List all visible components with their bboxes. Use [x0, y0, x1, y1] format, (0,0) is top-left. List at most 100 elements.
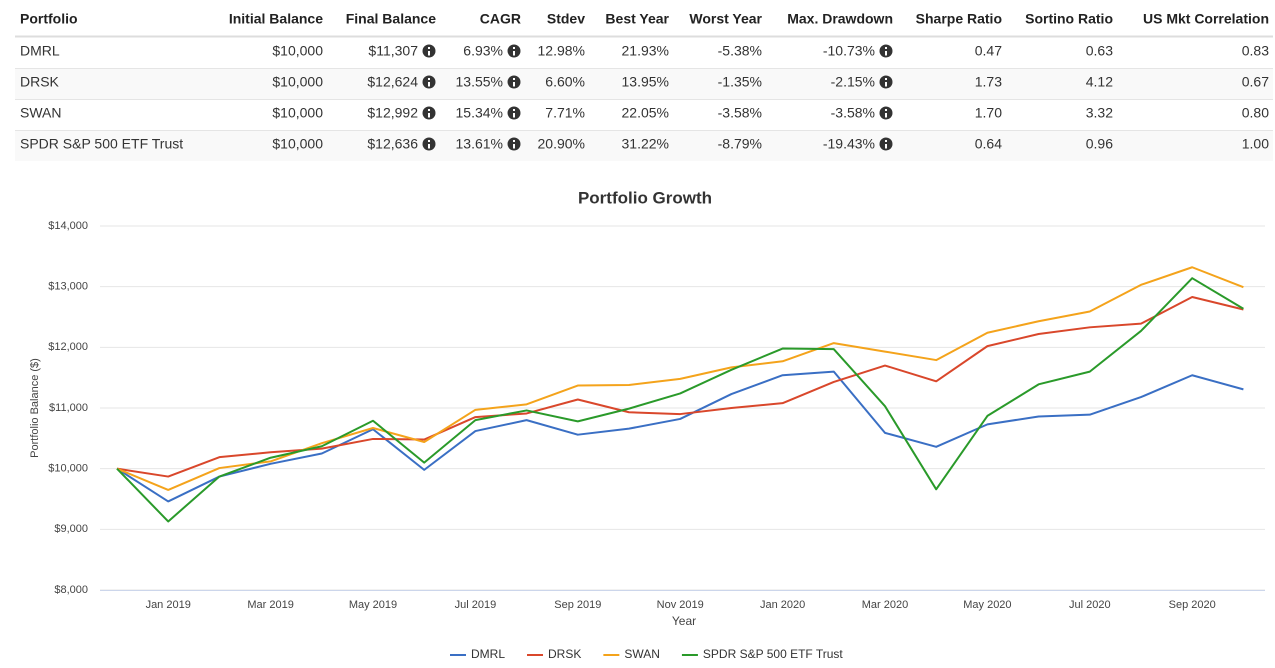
table-cell: $10,000	[272, 43, 323, 59]
table-cell: 6.60%	[545, 74, 585, 90]
table-cell: 0.96	[1086, 136, 1113, 152]
y-tick-label: $14,000	[48, 220, 88, 232]
table-cell: -3.58%	[718, 105, 762, 121]
table-cell: 0.83	[1242, 43, 1269, 59]
series-line	[116, 277, 1244, 523]
series-line	[116, 266, 1244, 491]
info-icon-glyph	[885, 113, 887, 118]
table-cell: $12,992	[367, 105, 418, 121]
legend-label: SWAN	[624, 647, 660, 661]
table-cell: 21.93%	[622, 43, 669, 59]
x-tick-label: May 2020	[963, 599, 1011, 611]
y-tick-label: $10,000	[48, 463, 88, 475]
column-header: Worst Year	[689, 11, 762, 27]
row-stripe	[15, 68, 1273, 99]
legend-label: DRSK	[548, 647, 581, 661]
column-header: Sharpe Ratio	[916, 11, 1002, 27]
y-tick-label: $11,000	[49, 402, 88, 414]
table-cell: 7.71%	[545, 105, 585, 121]
table-cell: 13.95%	[622, 74, 669, 90]
table-cell: SWAN	[20, 105, 61, 121]
x-tick-label: Sep 2020	[1169, 599, 1216, 611]
info-icon-glyph	[513, 78, 515, 80]
column-header: Initial Balance	[229, 11, 323, 27]
y-axis-title: Portfolio Balance ($)	[29, 358, 41, 458]
x-tick-label: Mar 2020	[862, 599, 908, 611]
info-icon-glyph	[885, 109, 887, 111]
x-tick-label: Jan 2020	[760, 599, 805, 611]
table-cell: 3.32	[1086, 105, 1113, 121]
table-cell: $12,636	[367, 136, 418, 152]
info-icon-glyph	[428, 109, 430, 111]
info-icon-glyph	[513, 109, 515, 111]
table-cell: 4.12	[1086, 74, 1113, 90]
x-tick-label: Jan 2019	[146, 599, 191, 611]
table-cell: -2.15%	[831, 74, 875, 90]
table-cell: 22.05%	[622, 105, 669, 121]
column-header: Final Balance	[346, 11, 436, 27]
column-header: Portfolio	[20, 11, 78, 27]
column-header: US Mkt Correlation	[1143, 11, 1269, 27]
table-cell: 0.47	[975, 43, 1002, 59]
table-cell: 31.22%	[622, 136, 669, 152]
table-cell: -5.38%	[718, 43, 762, 59]
column-header: CAGR	[480, 11, 521, 27]
table-cell: 20.90%	[538, 136, 585, 152]
info-icon-glyph	[428, 47, 430, 49]
info-icon-glyph	[513, 82, 515, 87]
table-cell: 13.61%	[456, 136, 503, 152]
table-cell: 1.73	[975, 74, 1002, 90]
info-icon-glyph	[885, 47, 887, 49]
info-icon-glyph	[428, 144, 430, 149]
table-cell: $12,624	[367, 74, 418, 90]
x-tick-label: Jul 2020	[1069, 599, 1111, 611]
table-cell: DMRL	[20, 43, 60, 59]
x-tick-label: Nov 2019	[657, 599, 704, 611]
series-line	[116, 295, 1244, 478]
legend-label: SPDR S&P 500 ETF Trust	[703, 647, 843, 661]
table-cell: -10.73%	[823, 43, 875, 59]
table-cell: $11,307	[368, 43, 418, 59]
info-icon-glyph	[428, 78, 430, 80]
column-header: Best Year	[605, 11, 669, 27]
table-cell: 0.63	[1086, 43, 1113, 59]
info-icon-glyph	[513, 140, 515, 142]
x-tick-label: Jul 2019	[455, 599, 497, 611]
table-cell: SPDR S&P 500 ETF Trust	[20, 136, 183, 152]
column-header: Sortino Ratio	[1025, 11, 1113, 27]
x-tick-label: May 2019	[349, 599, 397, 611]
info-icon-glyph	[428, 113, 430, 118]
info-icon-glyph	[513, 51, 515, 56]
legend-label: DMRL	[471, 647, 505, 661]
x-axis-title: Year	[672, 614, 696, 628]
info-icon-glyph	[428, 51, 430, 56]
table-cell: DRSK	[20, 74, 60, 90]
info-icon-glyph	[428, 82, 430, 87]
table-cell: $10,000	[272, 74, 323, 90]
table-cell: -1.35%	[718, 74, 762, 90]
info-icon-glyph	[513, 144, 515, 149]
chart-title: Portfolio Growth	[578, 188, 712, 207]
table-cell: $10,000	[272, 136, 323, 152]
x-tick-label: Mar 2019	[247, 599, 293, 611]
series-line	[116, 370, 1244, 503]
column-header: Stdev	[547, 11, 585, 27]
table-cell: 0.67	[1242, 74, 1269, 90]
info-icon-glyph	[885, 78, 887, 80]
info-icon-glyph	[885, 51, 887, 56]
table-cell: 1.00	[1242, 136, 1269, 152]
table-cell: -19.43%	[823, 136, 875, 152]
row-stripe	[15, 130, 1273, 161]
y-tick-label: $9,000	[54, 523, 88, 535]
table-cell: -3.58%	[831, 105, 875, 121]
column-header: Max. Drawdown	[787, 11, 893, 27]
table-cell: -8.79%	[718, 136, 762, 152]
info-icon-glyph	[885, 144, 887, 149]
y-tick-label: $13,000	[48, 281, 88, 293]
x-tick-label: Sep 2019	[554, 599, 601, 611]
info-icon-glyph	[885, 82, 887, 87]
info-icon-glyph	[428, 140, 430, 142]
table-cell: 13.55%	[456, 74, 503, 90]
info-icon-glyph	[885, 140, 887, 142]
